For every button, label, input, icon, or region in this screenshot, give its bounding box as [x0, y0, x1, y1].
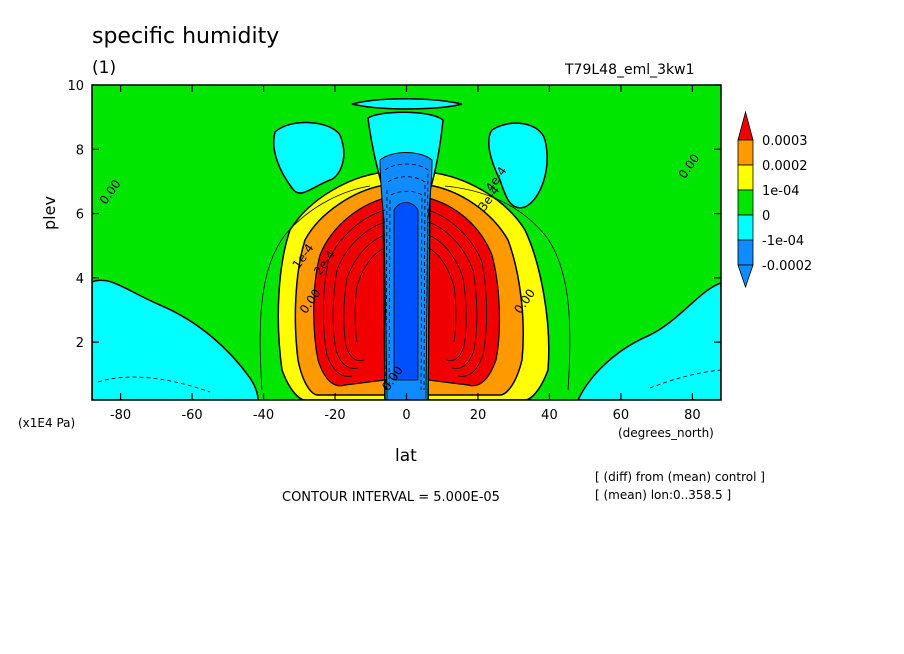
x-tick-label: 60 — [613, 408, 630, 423]
field-neg-upper-right — [488, 122, 548, 209]
x-tick-label: -20 — [324, 408, 345, 423]
legend-label: -1e-04 — [762, 234, 804, 249]
x-axis-unit: (degrees_north) — [618, 426, 714, 440]
legend-swatch — [737, 139, 754, 166]
y-tick-label: 6 — [76, 208, 84, 223]
y-tick-label: 2 — [76, 336, 84, 351]
legend-arrow-bottom — [737, 264, 754, 289]
field-neg3-center — [393, 202, 419, 381]
note-mean: [ (mean) lon:0..358.5 ] — [595, 488, 732, 502]
x-axis-label: lat — [395, 446, 417, 466]
run-name: T79L48_eml_3kw1 — [565, 62, 695, 78]
legend-label: 0.0003 — [762, 134, 808, 149]
y-tick-label: 10 — [67, 79, 84, 94]
legend-swatch — [737, 239, 754, 266]
x-tick-label: 80 — [684, 408, 701, 423]
field-neg-southpole — [92, 279, 259, 400]
x-tick-label: -40 — [253, 408, 274, 423]
field-neg-upper-left — [273, 121, 345, 194]
y-axis-unit: (x1E4 Pa) — [18, 416, 76, 430]
legend: 0.0003 0.0002 1e-04 0 -1e-04 -0.0002 — [737, 110, 812, 289]
contour-interval: CONTOUR INTERVAL = 5.000E-05 — [282, 490, 500, 505]
x-tick-label: 0 — [402, 408, 410, 423]
dashed-contours — [97, 163, 721, 393]
chart-title: specific humidity — [92, 24, 280, 49]
legend-swatch — [737, 189, 754, 216]
legend-label: 1e-04 — [762, 184, 800, 199]
x-tick-label: -60 — [181, 408, 202, 423]
y-axis: 2 4 6 8 10 — [67, 79, 721, 351]
field-neg-top — [351, 98, 463, 110]
field-pos3-left — [313, 197, 386, 387]
x-tick-label: 40 — [541, 408, 558, 423]
legend-label: -0.0002 — [762, 259, 812, 274]
note-diff: [ (diff) from (mean) control ] — [595, 470, 765, 484]
legend-label: 0 — [762, 209, 770, 224]
legend-swatch — [737, 164, 754, 191]
y-tick-label: 4 — [76, 272, 84, 287]
field-neg-northpole — [577, 282, 721, 400]
contour-fields — [92, 85, 721, 400]
legend-arrow-top — [737, 110, 754, 141]
field-pos3-right — [427, 197, 501, 387]
legend-swatch — [737, 214, 754, 241]
x-tick-label: -80 — [110, 408, 131, 423]
y-axis-label: plev — [40, 196, 59, 230]
chart-subtitle: (1) — [92, 58, 117, 78]
legend-label: 0.0002 — [762, 159, 808, 174]
x-axis: -80 -60 -40 -20 0 20 40 60 80 — [110, 85, 701, 423]
y-tick-label: 8 — [76, 143, 84, 158]
x-tick-label: 20 — [470, 408, 487, 423]
thin-contours — [259, 185, 571, 391]
